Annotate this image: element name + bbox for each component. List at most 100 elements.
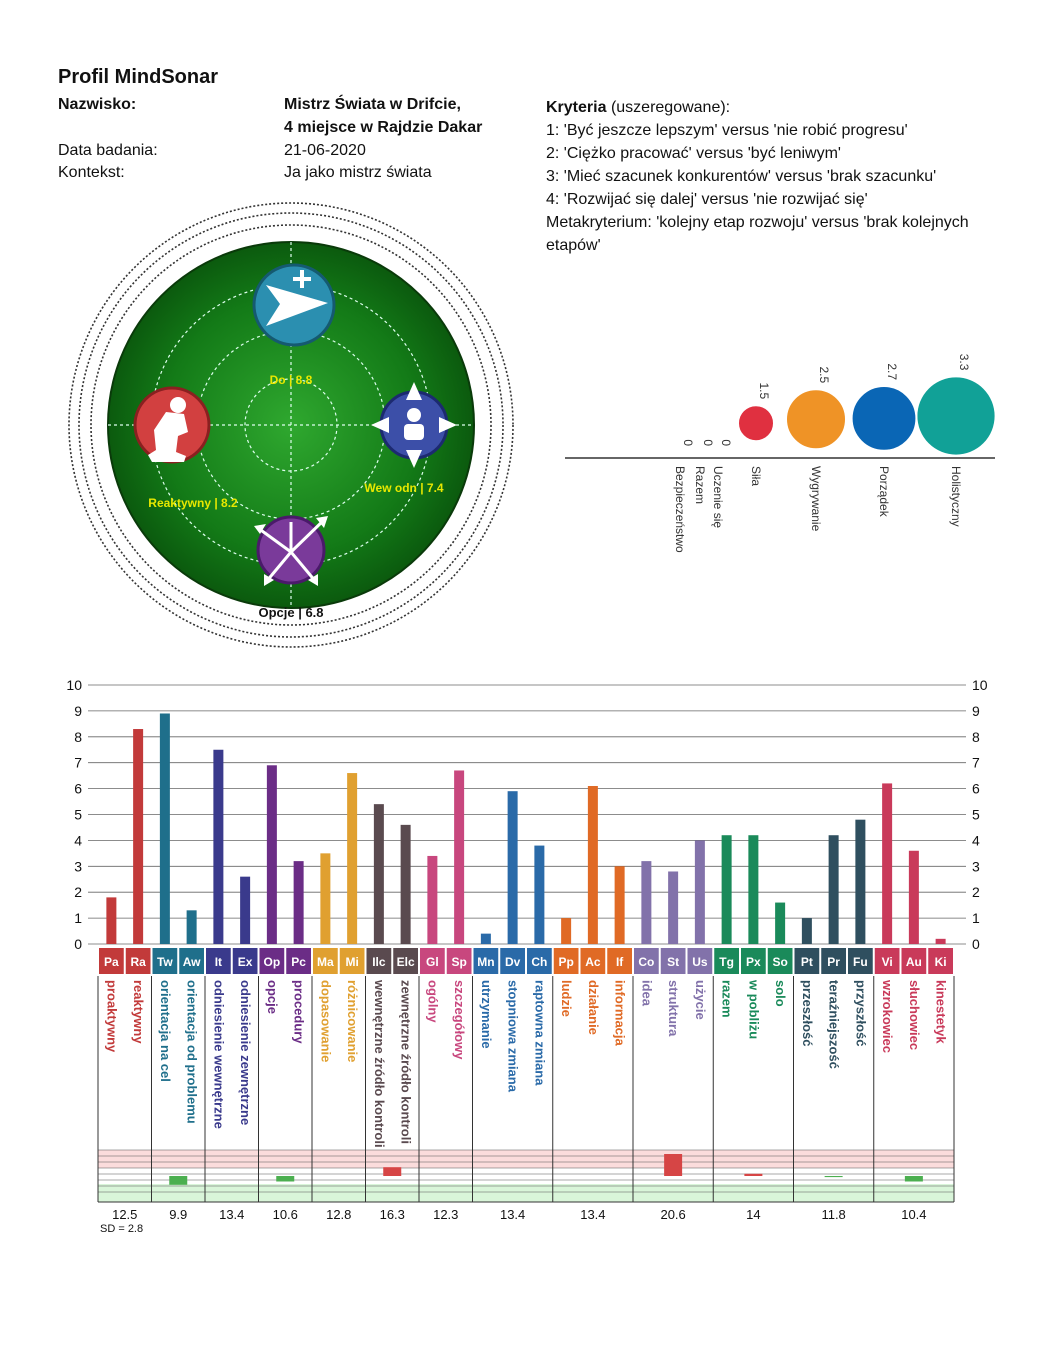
category-label: różnicowanie — [345, 980, 360, 1062]
bubble-label: Siła — [749, 466, 763, 486]
category-label: działanie — [586, 980, 601, 1035]
abbr-label: Pp — [558, 955, 573, 969]
group-score: 14 — [746, 1207, 760, 1222]
y-tick-label-right: 6 — [972, 781, 980, 797]
category-label: ogólny — [425, 980, 440, 1023]
abbr-label: Mi — [345, 955, 358, 969]
bubble-value: 2.5 — [817, 367, 831, 384]
bar-vi — [882, 783, 893, 944]
abbr-box — [99, 948, 124, 974]
abbr-box — [634, 948, 659, 974]
criteria-item: 1: 'Być jeszcze lepszym' versus 'nie rob… — [546, 122, 908, 139]
category-label: ludzie — [559, 980, 574, 1017]
group-score: 11.8 — [821, 1207, 845, 1222]
deviation-bar — [383, 1167, 402, 1176]
category-label: w pobliżu — [746, 979, 761, 1039]
category-label: użycie — [693, 980, 708, 1020]
page-title: Profil MindSonar — [58, 66, 218, 88]
criteria-bubble-chart: 3.3 Holistyczny 2.7 Porządek 2.5 Wygrywanie 1.… — [565, 354, 997, 553]
bar-fu — [855, 819, 866, 944]
thinker-icon — [133, 386, 211, 464]
abbr-box — [580, 948, 606, 974]
abbr-label: Fu — [853, 955, 868, 969]
deviation-bar — [744, 1173, 763, 1176]
bubble — [850, 385, 918, 452]
abbr-label: Op — [264, 955, 281, 969]
group-score: 12.3 — [433, 1207, 458, 1222]
arrow-plus-icon — [252, 263, 336, 347]
bubble — [915, 375, 997, 457]
bubble-value: 0 — [681, 439, 695, 446]
y-tick-label: 1 — [74, 910, 82, 926]
criteria-heading-note: (uszeregowane): — [610, 99, 731, 116]
category-label: wewnętrzne źródło kontroli — [372, 979, 387, 1148]
abbr-label: If — [616, 955, 624, 969]
compass-label-do: Do | 8.8 — [270, 373, 313, 387]
category-label: przyszłość — [853, 980, 868, 1046]
bubble-value: 2.7 — [885, 363, 899, 380]
bar-ki — [935, 938, 946, 944]
y-tick-label: 5 — [74, 807, 82, 823]
bar-tg — [721, 835, 732, 944]
category-label: dopasowanie — [318, 980, 333, 1062]
criteria-item: 4: 'Rozwijać się dalej' versus 'nie rozw… — [546, 191, 868, 208]
category-label: solo — [773, 980, 788, 1007]
abbr-box — [794, 948, 820, 974]
category-label: utrzymanie — [479, 980, 494, 1049]
category-label: idea — [639, 980, 654, 1007]
abbr-box — [607, 948, 632, 974]
bar-ch — [534, 845, 545, 944]
bubble-label: Uczenie się — [711, 466, 725, 528]
y-tick-label-right: 1 — [972, 910, 980, 926]
abbr-label: Us — [692, 955, 708, 969]
bar-us — [694, 840, 705, 944]
bar-sp — [454, 770, 465, 944]
sd-label: SD = 2.8 — [100, 1223, 143, 1235]
abbr-box — [420, 948, 445, 974]
abbr-label: Mn — [477, 955, 494, 969]
abbr-label: Sp — [451, 955, 466, 969]
abbr-label: Pa — [104, 955, 119, 969]
group-score: 12.8 — [326, 1207, 351, 1222]
name-label: Nazwisko: — [58, 96, 137, 113]
bubble-label: Porządek — [877, 466, 891, 518]
bar-gl — [427, 855, 438, 944]
abbr-box — [339, 948, 365, 974]
abbr-label: Pt — [801, 955, 813, 969]
deviation-bar — [169, 1176, 188, 1185]
compass-label-wew: Wew odn | 7.4 — [364, 481, 443, 495]
abbr-label: Elc — [397, 955, 415, 969]
group-score: 10.4 — [901, 1207, 926, 1222]
abbr-label: Vi — [882, 955, 893, 969]
abbr-label: Px — [746, 955, 761, 969]
mindsonar-compass: Do | 8.8 Wew odn | 7.4 Reaktywny | 8.2 O… — [68, 202, 514, 648]
bar-px — [748, 835, 759, 944]
bubble-label: Razem — [693, 466, 707, 504]
category-label: raptowna zmiana — [532, 980, 547, 1086]
criteria-heading: Kryteria — [546, 99, 607, 116]
y-tick-label: 4 — [74, 832, 82, 848]
group-score: 12.5 — [112, 1207, 137, 1222]
bubble-value: 3.3 — [957, 354, 971, 371]
abbr-box — [821, 948, 846, 974]
bar-pa — [106, 897, 117, 944]
y-tick-label-right: 4 — [972, 832, 980, 848]
y-tick-label: 0 — [74, 936, 82, 952]
abbr-box — [259, 948, 285, 974]
group-score: 20.6 — [660, 1207, 685, 1222]
abbr-box — [393, 948, 418, 974]
category-label: razem — [720, 980, 735, 1018]
bar-pt — [801, 918, 812, 944]
bar-pr — [828, 835, 839, 944]
bar-pc — [293, 861, 304, 944]
abbr-box — [901, 948, 927, 974]
y-tick-label-right: 10 — [972, 677, 988, 693]
abbr-box — [527, 948, 552, 974]
category-label: procedury — [292, 980, 307, 1044]
abbr-label: Ac — [585, 955, 601, 969]
context-label: Kontekst: — [58, 164, 125, 181]
y-tick-label-right: 3 — [972, 858, 980, 874]
bubble-value: 1.5 — [757, 383, 771, 400]
group-score: 10.6 — [273, 1207, 298, 1222]
group-score: 13.4 — [500, 1207, 525, 1222]
